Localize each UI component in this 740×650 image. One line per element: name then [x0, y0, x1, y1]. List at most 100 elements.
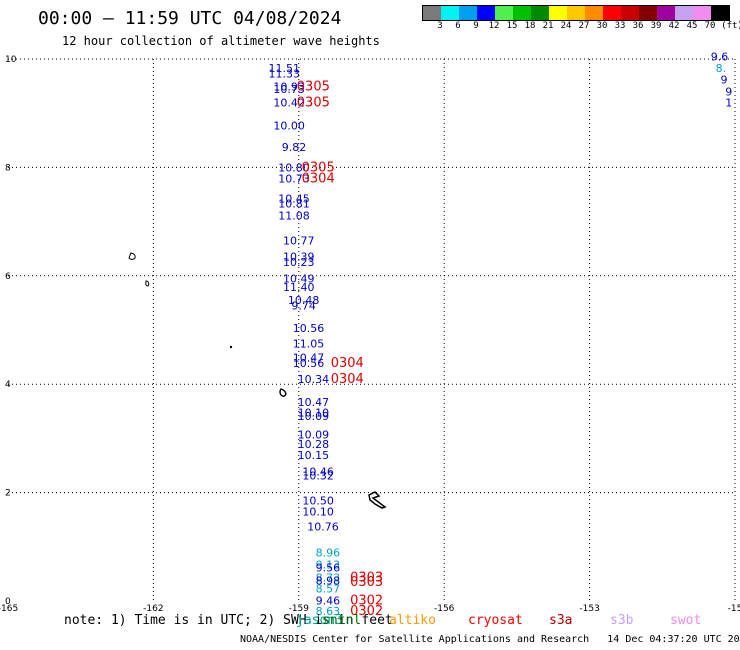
colorbar-swatch [459, 6, 477, 20]
island-outline [229, 345, 233, 349]
colorbar-tick-label: 42 [668, 21, 680, 31]
wave-height-label: 10.42 [273, 97, 305, 110]
legend-cryosat: cryosat [468, 613, 523, 628]
x-tick-label: -153 [579, 604, 599, 614]
wave-height-label: 10.49 [283, 272, 315, 285]
time-label: 0304 [331, 356, 364, 371]
wave-height-label: 9.56 [316, 562, 341, 575]
colorbar-swatch [567, 6, 585, 20]
colorbar-tick-label: 15 [506, 21, 518, 31]
time-label: 0302 [350, 593, 383, 608]
wave-height-label: 10.73 [278, 173, 310, 186]
colorbar [422, 5, 730, 21]
colorbar-tick-label: 70 [704, 21, 716, 31]
y-tick-label: 10 [5, 55, 17, 65]
colorbar-swatch [477, 6, 495, 20]
colorbar-tick-label: 33 [614, 21, 626, 31]
credit-line: NOAA/NESDIS Center for Satellite Applica… [240, 634, 740, 645]
colorbar-tick-label: (ft) [721, 21, 740, 31]
y-tick-label: 8 [5, 163, 11, 173]
x-tick-label: -15 [728, 604, 740, 614]
wave-height-label: 10.09 [298, 410, 330, 423]
wave-height-label: 10.80 [278, 162, 310, 175]
legend-jason3: jason3 [296, 613, 343, 628]
time-label: 0305 [297, 79, 330, 94]
x-tick-label: -162 [143, 604, 163, 614]
wave-height-label: 8.98 [316, 575, 341, 588]
wave-height-label: 8.73 [316, 571, 341, 584]
wave-height-label: 8.96 [316, 547, 341, 560]
colorbar-tick-label: 36 [632, 21, 644, 31]
colorbar-tick-label: 9 [473, 21, 479, 31]
colorbar-tick-label: 12 [488, 21, 500, 31]
wave-height-label: 10.56 [293, 357, 325, 370]
wave-height-label: 10.32 [302, 470, 334, 483]
wave-height-label: 8.57 [316, 582, 341, 595]
y-tick-label: 6 [5, 272, 11, 282]
time-label: 0305 [297, 96, 330, 111]
wave-height-label: 10.00 [273, 119, 305, 132]
wave-height-label: 10.10 [298, 407, 330, 420]
wave-height-label: 10.77 [283, 234, 315, 247]
wave-height-label: 11.05 [293, 337, 325, 350]
colorbar-swatch [675, 6, 693, 20]
x-tick-label: -165 [0, 604, 18, 614]
wave-height-label: 11.33 [269, 67, 301, 80]
wave-height-label: 11.40 [283, 281, 315, 294]
wave-height-label: 10.45 [278, 193, 310, 206]
wave-height-label: 9.46 [316, 594, 341, 607]
wave-height-label: 8.63 [316, 605, 341, 618]
wave-height-label: 9.13 [316, 558, 341, 571]
wave-height-label: 10.56 [293, 322, 325, 335]
wave-height-label: 10.73 [273, 83, 305, 96]
colorbar-swatch [693, 6, 711, 20]
colorbar-tick-label: 6 [455, 21, 461, 31]
wave-height-label: 9.6 [711, 51, 729, 64]
time-label: 0304 [331, 372, 364, 387]
colorbar-swatch [657, 6, 675, 20]
wave-height-label: 10.48 [288, 294, 320, 307]
wave-height-label: 10.50 [302, 495, 334, 508]
colorbar-swatch [639, 6, 657, 20]
wave-height-label: 10.10 [302, 505, 334, 518]
colorbar-swatch [423, 6, 441, 20]
wave-height-label: 9.82 [282, 141, 307, 154]
time-label: 0303 [350, 570, 383, 585]
colorbar-swatch [711, 6, 729, 20]
time-label: 0305 [302, 161, 335, 176]
wave-height-label: 10.47 [298, 396, 330, 409]
wave-height-label: 1 [725, 97, 732, 110]
wave-height-label: 8. [716, 62, 727, 75]
wave-height-label: 10.93 [273, 80, 305, 93]
island-outline [145, 280, 150, 287]
wave-height-label: 10.28 [298, 438, 330, 451]
colorbar-tick-label: 24 [560, 21, 572, 31]
island-outline [368, 491, 387, 509]
y-tick-label: 2 [5, 489, 11, 499]
x-tick-label: -159 [289, 604, 310, 614]
wave-height-label: 10.76 [307, 521, 339, 534]
wave-height-label: 9 [720, 73, 727, 86]
x-tick-label: -156 [434, 604, 455, 614]
wave-height-label: 10.15 [298, 449, 330, 462]
wave-height-label: 10.81 [278, 198, 310, 211]
colorbar-tick-label: 18 [524, 21, 536, 31]
colorbar-swatch [441, 6, 459, 20]
colorbar-swatch [621, 6, 639, 20]
wave-height-label: 10.39 [283, 251, 315, 264]
colorbar-tick-label: 30 [596, 21, 608, 31]
colorbar-swatch [549, 6, 567, 20]
legend-altiko: altiko [389, 613, 436, 628]
wave-height-label: 10.46 [302, 465, 334, 478]
colorbar-swatch [603, 6, 621, 20]
time-label: 0302 [350, 604, 383, 619]
wave-height-label: 10.47 [293, 351, 325, 364]
wave-height-label: 10.23 [283, 256, 315, 269]
time-label: 0303 [350, 575, 383, 590]
wave-height-label: 9.74 [291, 299, 316, 312]
page-subtitle: 12 hour collection of altimeter wave hei… [62, 34, 380, 48]
wave-height-label: 10.34 [298, 373, 330, 386]
island-outline [128, 252, 136, 260]
legend-sntnl: sntnl [322, 613, 362, 628]
